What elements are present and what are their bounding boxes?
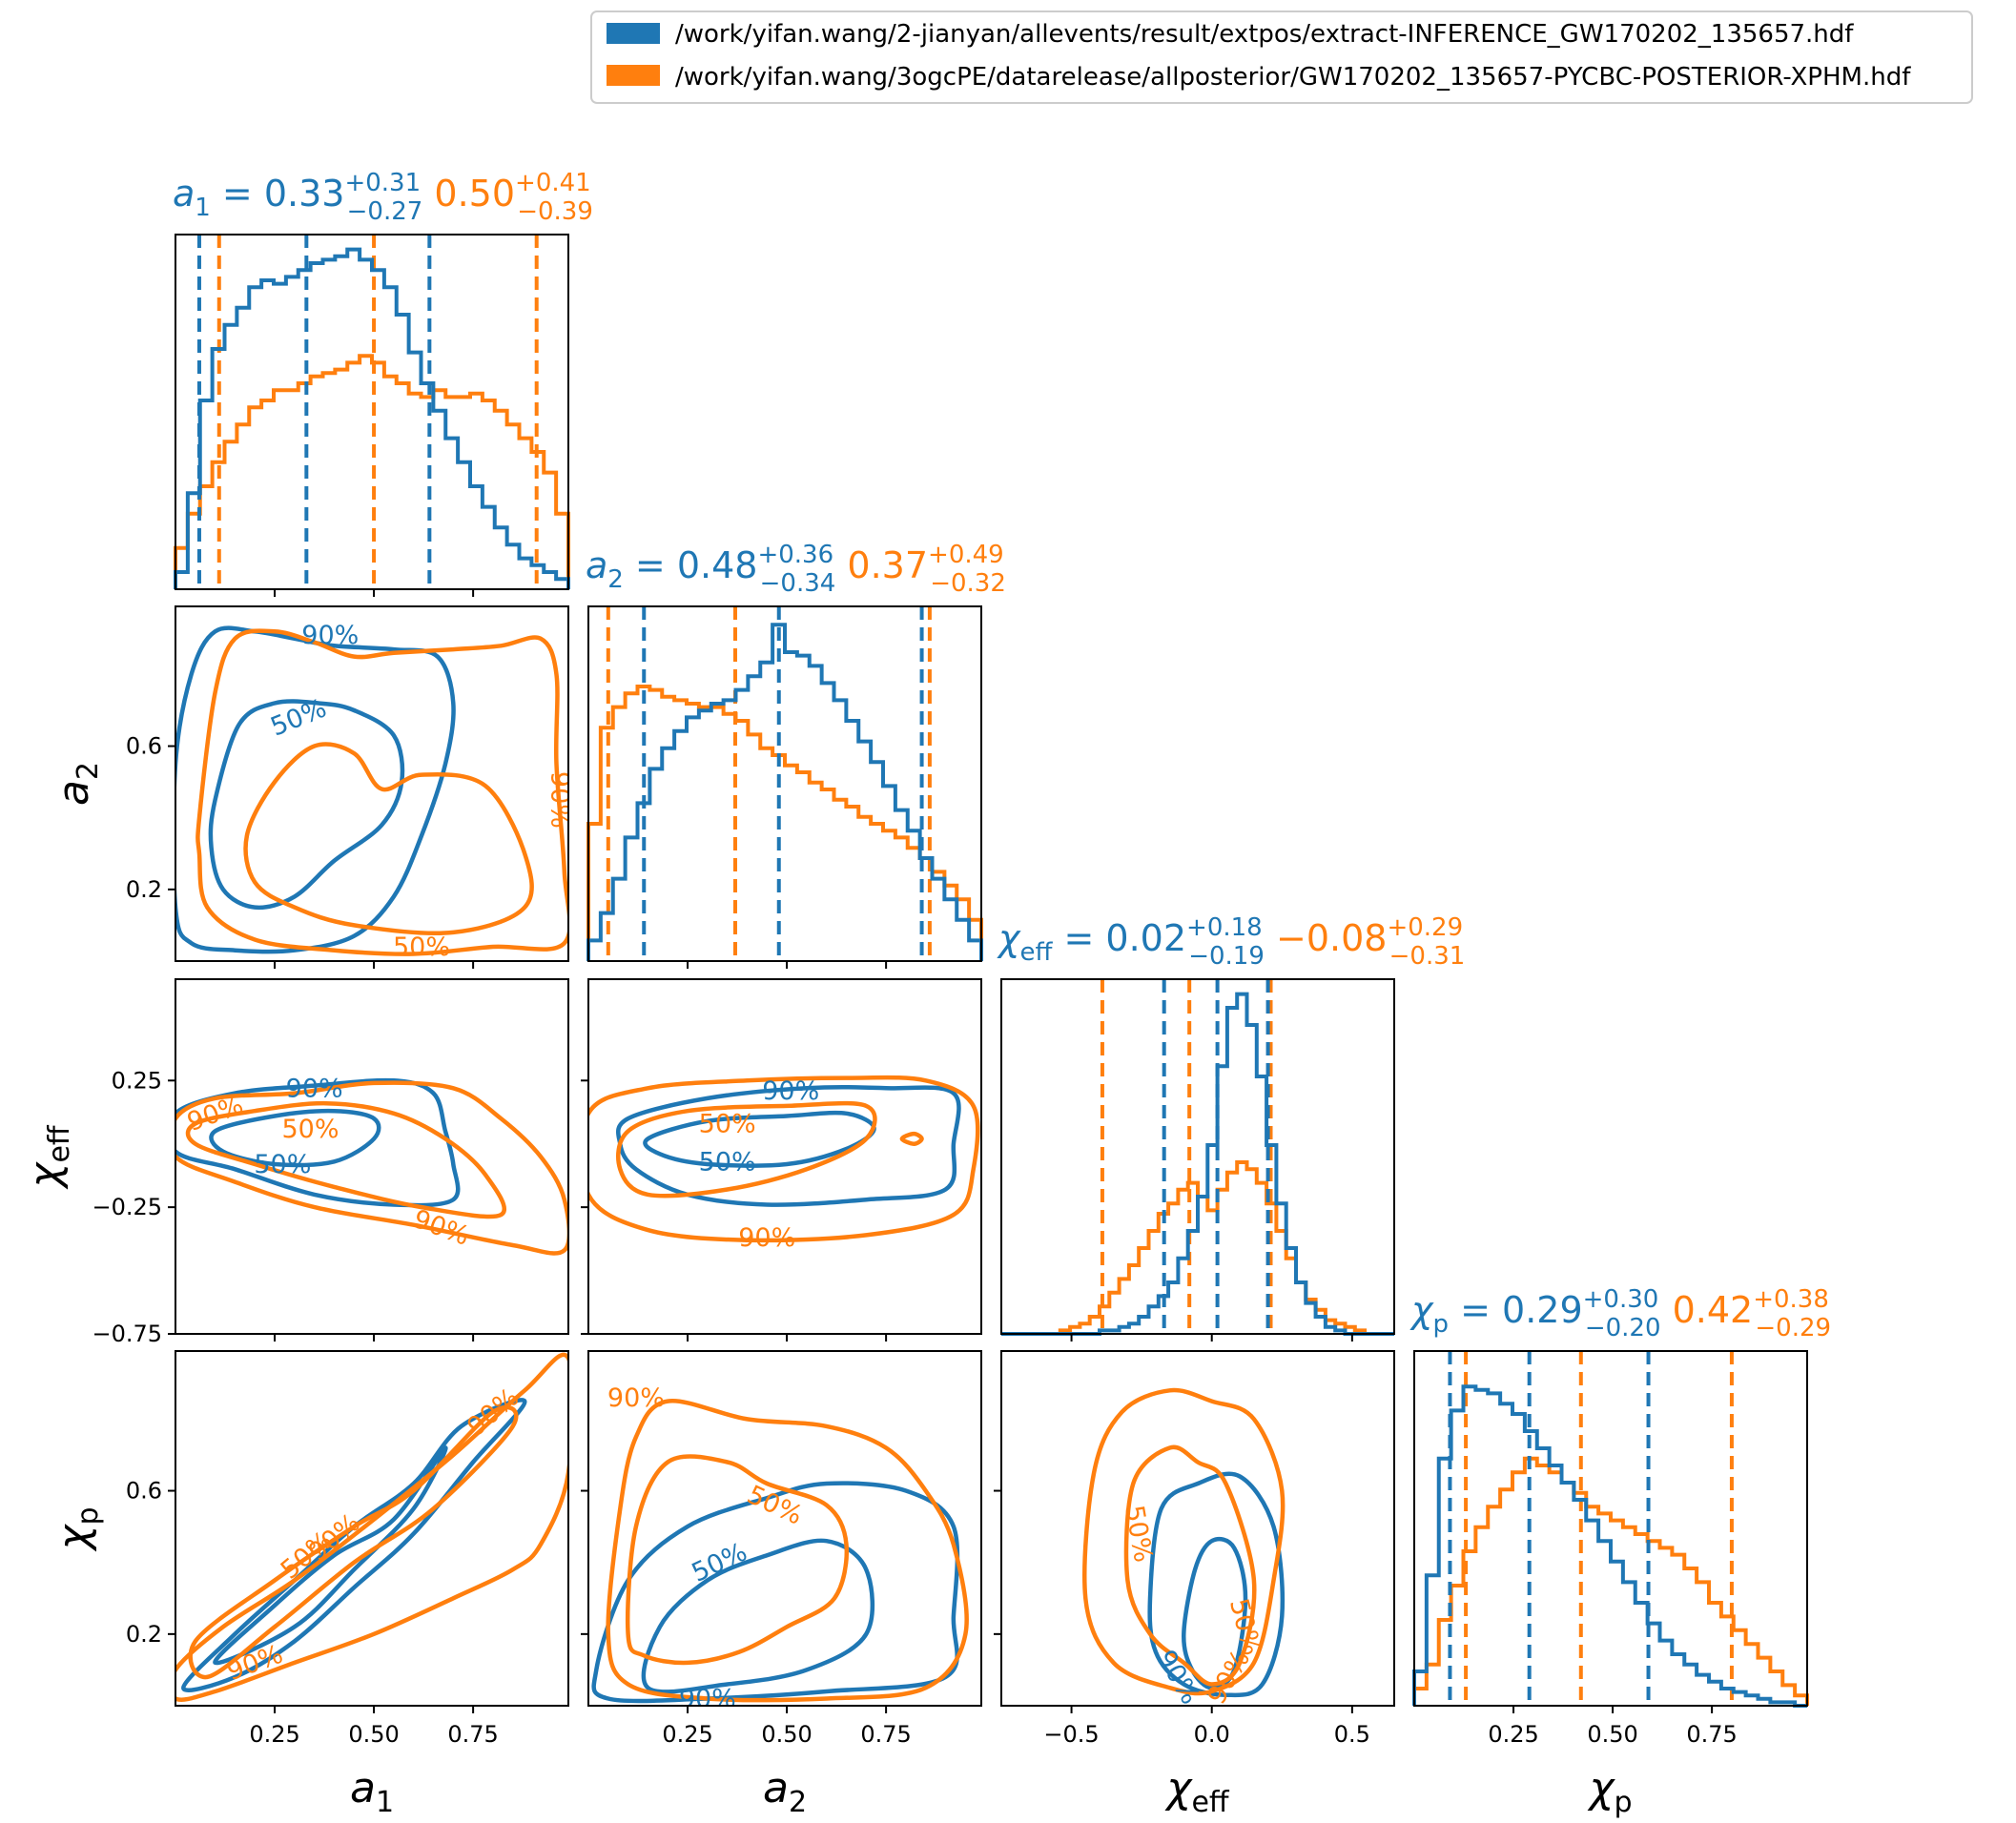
contour-blue-50pct	[641, 1538, 875, 1694]
legend: /work/yifan.wang/2-jianyan/allevents/res…	[590, 10, 1973, 104]
contour-orange-90pct	[588, 1075, 980, 1243]
hist-chieff-orange	[1001, 1160, 1394, 1336]
ylabel-chieff: χeff	[21, 1124, 76, 1190]
panel-a2-chieff: 90%50%50%90%	[588, 1075, 980, 1253]
contour-label-blue: 50%	[254, 1150, 311, 1179]
contour-label-orange: 90%	[545, 771, 575, 829]
contour-orange-50pct	[185, 1100, 506, 1219]
contour-label-blue: 50%	[688, 1537, 751, 1587]
xlabel-a1: a1	[350, 1764, 394, 1819]
legend-label-orange: /work/yifan.wang/3ogcPE/datarelease/allp…	[675, 63, 1911, 92]
xtick-label-chieff: 0.5	[1334, 1721, 1370, 1748]
hist-a1-orange	[174, 354, 570, 589]
panel-a1-chieff: 90%50%50%90%90%	[175, 1074, 568, 1256]
title-a1: a1 = 0.33+0.31 −0.27 0.50+0.41 −0.39	[173, 169, 593, 226]
contour-label-orange: 50%	[393, 932, 450, 962]
contour-orange-50pct	[188, 1404, 519, 1680]
hist-chip-blue	[1412, 1384, 1807, 1708]
hist-chieff-frame	[1000, 978, 1395, 1335]
panel-a1-a2-frame	[175, 605, 569, 962]
legend-label-blue: /work/yifan.wang/2-jianyan/allevents/res…	[675, 20, 1854, 49]
ytick-label-chieff: −0.25	[92, 1194, 162, 1220]
panel-a2-chieff-frame	[587, 978, 982, 1335]
contour-label-orange: 90%	[223, 1640, 287, 1688]
contour-label-orange: 90%	[409, 1204, 473, 1252]
title-a2-text: a2 = 0.48+0.36 −0.34 0.37+0.49 −0.32	[586, 541, 1006, 598]
contour-label-blue: 90%	[762, 1076, 819, 1106]
xtick-label-a2: 0.25	[662, 1721, 712, 1748]
xtick-label-chieff: −0.5	[1043, 1721, 1099, 1748]
xlabel-a2: a2	[763, 1764, 807, 1819]
title-a1-text: a1 = 0.33+0.31 −0.27 0.50+0.41 −0.39	[173, 169, 593, 226]
contour-orange-90pct	[175, 1080, 568, 1256]
contour-blue-90pct	[1147, 1471, 1286, 1698]
contour-blue-90pct	[615, 1085, 961, 1207]
panel-a1-a2: 90%50%50%90%	[175, 621, 575, 962]
contour-label-blue: 50%	[699, 1147, 756, 1177]
xtick-label-chip: 0.75	[1686, 1721, 1737, 1748]
contour-blue-50pct	[213, 1445, 448, 1666]
contour-label-blue: 90%	[301, 621, 359, 650]
contour-blue-50pct	[208, 699, 405, 911]
contour-orange-50pct	[1123, 1444, 1257, 1687]
contour-label-orange: 90%	[738, 1223, 795, 1253]
xtick-label-a1: 0.50	[348, 1721, 399, 1748]
legend-swatch-blue	[607, 23, 660, 44]
ylabel-a2: a2	[50, 762, 105, 806]
contour-blue-90pct	[175, 1077, 461, 1208]
contour-orange-90pct	[195, 628, 568, 956]
xtick-label-a1: 0.25	[249, 1721, 299, 1748]
ytick-label-chip: 0.2	[126, 1621, 162, 1648]
xtick-label-a2: 0.50	[761, 1721, 812, 1748]
contour-orange-50pct	[616, 1100, 877, 1198]
contour-label-blue: 90%	[286, 1074, 343, 1103]
hist-a2-frame	[587, 605, 982, 962]
title-chip-text: χp = 0.29+0.30 −0.20 0.42+0.38 −0.29	[1409, 1285, 1831, 1342]
panel-chieff-chip-frame	[1000, 1350, 1395, 1707]
title-chieff: χeff = 0.02+0.18 −0.19 −0.08+0.29 −0.31	[997, 913, 1465, 971]
hist-a1-frame	[175, 234, 569, 590]
xlabel-chieff: χeff	[1164, 1764, 1230, 1819]
title-chieff-text: χeff = 0.02+0.18 −0.19 −0.08+0.29 −0.31	[997, 913, 1465, 971]
panel-a1-chip: 90%90%50%90%	[175, 1352, 568, 1703]
panel-a1-chieff-frame	[175, 978, 569, 1335]
panel-a2-chip: 90%50%50%90%	[591, 1383, 969, 1713]
xtick-label-chieff: 0.0	[1194, 1721, 1230, 1748]
contour-orange-50pct	[243, 742, 534, 936]
xtick-label-chip: 0.50	[1587, 1721, 1637, 1748]
hist-chip-orange	[1412, 1456, 1809, 1706]
contour-orange-90pct	[606, 1399, 969, 1703]
ytick-label-a2: 0.6	[126, 733, 162, 760]
panel-a2-chip-frame	[587, 1350, 982, 1707]
ytick-label-chip: 0.6	[126, 1478, 162, 1505]
contour-label-blue: 90%	[679, 1684, 736, 1713]
title-a2: a2 = 0.48+0.36 −0.34 0.37+0.49 −0.32	[586, 541, 1006, 598]
xtick-label-a1: 0.75	[447, 1721, 498, 1748]
panels: a1 = 0.33+0.31 −0.27 0.50+0.41 −0.39 a2 = 0…	[21, 169, 1831, 1819]
hist-chip-frame	[1413, 1350, 1808, 1707]
xtick-label-chip: 0.25	[1488, 1721, 1538, 1748]
ylabel-chip: χp	[50, 1506, 105, 1551]
contour-label-orange: 90%	[607, 1383, 665, 1413]
contour-orange-50pct	[626, 1454, 850, 1666]
legend-frame	[590, 10, 1973, 104]
panel-chieff-chip: 50%50%90%90%	[1082, 1387, 1286, 1706]
contour-orange-50pct	[899, 1131, 924, 1146]
ytick-label-chieff: −0.75	[92, 1321, 162, 1347]
ytick-label-a2: 0.2	[126, 876, 162, 903]
contour-label-orange: 50%	[281, 1115, 339, 1144]
hist-a2-blue	[586, 623, 983, 961]
legend-swatch-orange	[607, 65, 660, 86]
ytick-label-chieff: 0.25	[112, 1067, 162, 1094]
contour-orange-90pct	[1082, 1387, 1286, 1696]
contour-label-orange: 50%	[699, 1109, 756, 1138]
xlabel-chip: χp	[1587, 1764, 1632, 1819]
xtick-label-a2: 0.75	[860, 1721, 911, 1748]
hist-chieff-blue	[1001, 992, 1394, 1336]
panel-a1-chip-frame	[175, 1350, 569, 1707]
title-chip: χp = 0.29+0.30 −0.20 0.42+0.38 −0.29	[1409, 1285, 1831, 1342]
hist-a1-blue	[174, 247, 570, 589]
